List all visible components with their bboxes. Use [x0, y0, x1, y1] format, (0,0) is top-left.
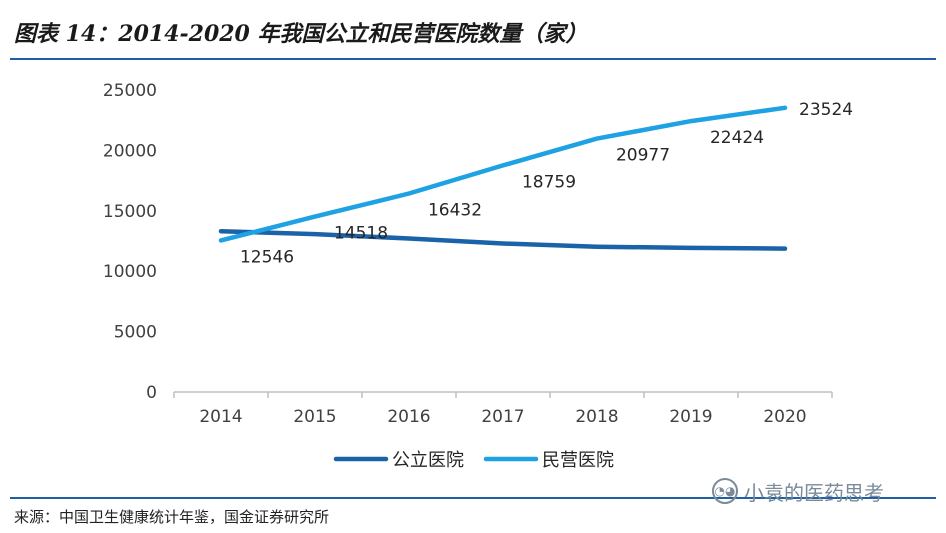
title-divider	[10, 58, 936, 60]
y-tick-label: 5000	[114, 323, 157, 343]
wechat-icon: ◔◕	[712, 478, 738, 504]
y-tick-label: 15000	[103, 202, 157, 222]
y-tick-label: 25000	[103, 81, 157, 101]
data-label: 22424	[710, 128, 764, 148]
y-tick-label: 0	[146, 383, 157, 403]
data-label: 23524	[799, 100, 853, 120]
data-label: 12546	[240, 247, 294, 267]
y-tick-label: 20000	[103, 141, 157, 161]
x-tick-label: 2015	[293, 407, 336, 427]
series-line-1	[218, 228, 788, 251]
series-lines	[218, 105, 788, 251]
legend-label: 公立医院	[392, 450, 464, 471]
x-tick-label: 2016	[387, 407, 430, 427]
x-tick-label: 2017	[481, 407, 524, 427]
footer-divider	[10, 497, 936, 499]
data-label: 14518	[334, 224, 388, 244]
data-label: 16432	[428, 201, 482, 221]
series-line-2	[218, 105, 788, 243]
data-labels: 12546 14518 16432 18759 20977 22424 23524	[240, 100, 853, 268]
legend-label: 民营医院	[542, 450, 614, 471]
y-tick-label: 10000	[103, 262, 157, 282]
watermark-text: 小袁的医药思考	[744, 480, 884, 505]
x-tick-label: 2020	[763, 407, 806, 427]
data-label: 20977	[616, 146, 670, 166]
source-note: 来源：中国卫生健康统计年鉴，国金证券研究所	[14, 508, 330, 526]
x-tick-label: 2018	[575, 407, 618, 427]
chart-axes: 2014 2015 2016 2017 2018 2019 2020 0 5000 10000 15…	[103, 81, 833, 427]
chart-legend: 公立医院 民营医院	[333, 450, 614, 471]
watermark: ◔◕ 小袁的医药思考	[712, 476, 884, 506]
chart-title: 图表 14：2014-2020 年我国公立和民营医院数量（家）	[14, 21, 588, 47]
x-tick-label: 2014	[199, 407, 242, 427]
line-chart: 2014 2015 2016 2017 2018 2019 2020 0 5000 10000 15…	[103, 81, 853, 471]
x-tick-label: 2019	[669, 407, 712, 427]
data-label: 18759	[522, 172, 576, 192]
